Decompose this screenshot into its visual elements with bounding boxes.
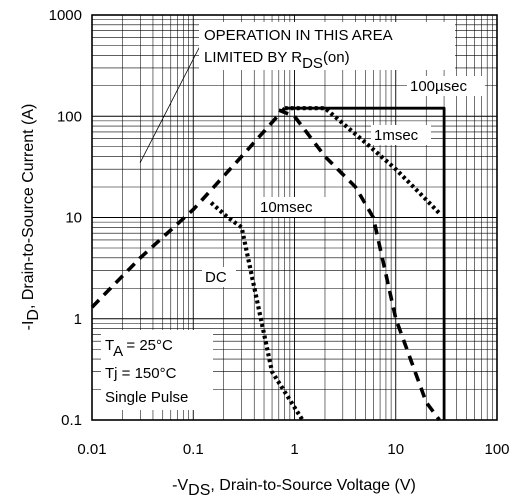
label-1msec: 1msec <box>374 127 419 144</box>
x-tick-label: 0.01 <box>77 441 106 458</box>
label-10msec: 10msec <box>260 199 313 216</box>
x-tick-label: 10 <box>387 441 404 458</box>
label-dc: DC <box>205 269 227 286</box>
series-line-dc <box>209 201 305 422</box>
limit-text-line1: OPERATION IN THIS AREA <box>204 27 393 44</box>
series-line-100-sec <box>284 106 446 420</box>
x-tick-label: 100 <box>484 441 509 458</box>
y-axis-label: -ID, Drain-to-Source Current (A) <box>20 104 42 331</box>
series-labels: 100µsec 1msec 10msec DC <box>202 76 485 287</box>
series-line-rds-on-limit <box>90 107 287 309</box>
series-line-10msec <box>278 108 441 422</box>
cond-pulse: Single Pulse <box>105 389 188 406</box>
curve-layer <box>90 106 446 422</box>
grid-layer <box>91 15 497 421</box>
conditions-annotation: TA = 25°C Tj = 150°C Single Pulse <box>101 330 213 410</box>
x-tick-label: 0.1 <box>183 441 204 458</box>
y-tick-label: 0.1 <box>61 412 82 429</box>
cond-ta: TA = 25°C <box>105 337 173 360</box>
y-tick-label: 10 <box>65 210 82 227</box>
limit-text-line2: LIMITED BY RDS(on) <box>204 49 350 72</box>
tick-label-layer: 0.01 0.1 1 10 100 0.1 1 10 100 1000 <box>49 7 510 458</box>
y-tick-label: 1000 <box>49 7 82 24</box>
plot-frame <box>91 14 498 421</box>
y-tick-label: 1 <box>74 311 82 328</box>
label-100usec: 100µsec <box>410 78 468 95</box>
cond-tj: Tj = 150°C <box>105 365 177 382</box>
y-tick-label: 100 <box>57 108 82 125</box>
x-tick-label: 1 <box>290 441 298 458</box>
limit-pointer-line <box>139 45 201 164</box>
limit-annotation: OPERATION IN THIS AREA LIMITED BY RDS(on… <box>199 22 455 72</box>
x-axis-label: -VDS, Drain-to-Source Voltage (V) <box>172 477 416 499</box>
